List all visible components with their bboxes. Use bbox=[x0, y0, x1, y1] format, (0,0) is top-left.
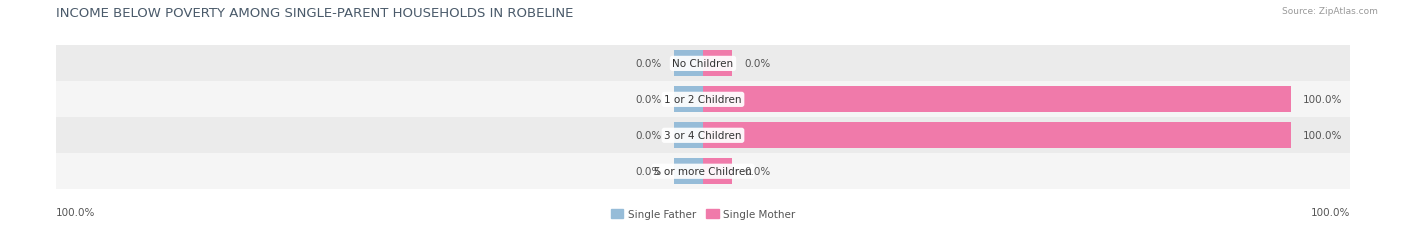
Text: No Children: No Children bbox=[672, 59, 734, 69]
Text: 100.0%: 100.0% bbox=[56, 207, 96, 217]
Text: 5 or more Children: 5 or more Children bbox=[654, 167, 752, 176]
Text: Source: ZipAtlas.com: Source: ZipAtlas.com bbox=[1282, 7, 1378, 16]
Bar bbox=[703, 159, 733, 184]
Text: 0.0%: 0.0% bbox=[744, 59, 770, 69]
Bar bbox=[56, 118, 1350, 154]
Text: 0.0%: 0.0% bbox=[636, 59, 662, 69]
Legend: Single Father, Single Mother: Single Father, Single Mother bbox=[607, 205, 799, 224]
Text: 3 or 4 Children: 3 or 4 Children bbox=[664, 131, 742, 141]
Text: 100.0%: 100.0% bbox=[1310, 207, 1350, 217]
Bar bbox=[673, 87, 703, 113]
Bar bbox=[703, 123, 1291, 149]
Text: INCOME BELOW POVERTY AMONG SINGLE-PARENT HOUSEHOLDS IN ROBELINE: INCOME BELOW POVERTY AMONG SINGLE-PARENT… bbox=[56, 7, 574, 20]
Bar bbox=[703, 51, 733, 77]
Text: 100.0%: 100.0% bbox=[1303, 95, 1343, 105]
Bar bbox=[673, 159, 703, 184]
Bar bbox=[673, 51, 703, 77]
Bar bbox=[56, 46, 1350, 82]
Bar bbox=[56, 82, 1350, 118]
Text: 0.0%: 0.0% bbox=[744, 167, 770, 176]
Text: 100.0%: 100.0% bbox=[1303, 131, 1343, 141]
Text: 0.0%: 0.0% bbox=[636, 131, 662, 141]
Text: 0.0%: 0.0% bbox=[636, 95, 662, 105]
Text: 1 or 2 Children: 1 or 2 Children bbox=[664, 95, 742, 105]
Bar bbox=[673, 123, 703, 149]
Bar bbox=[56, 154, 1350, 189]
Bar bbox=[703, 87, 1291, 113]
Text: 0.0%: 0.0% bbox=[636, 167, 662, 176]
